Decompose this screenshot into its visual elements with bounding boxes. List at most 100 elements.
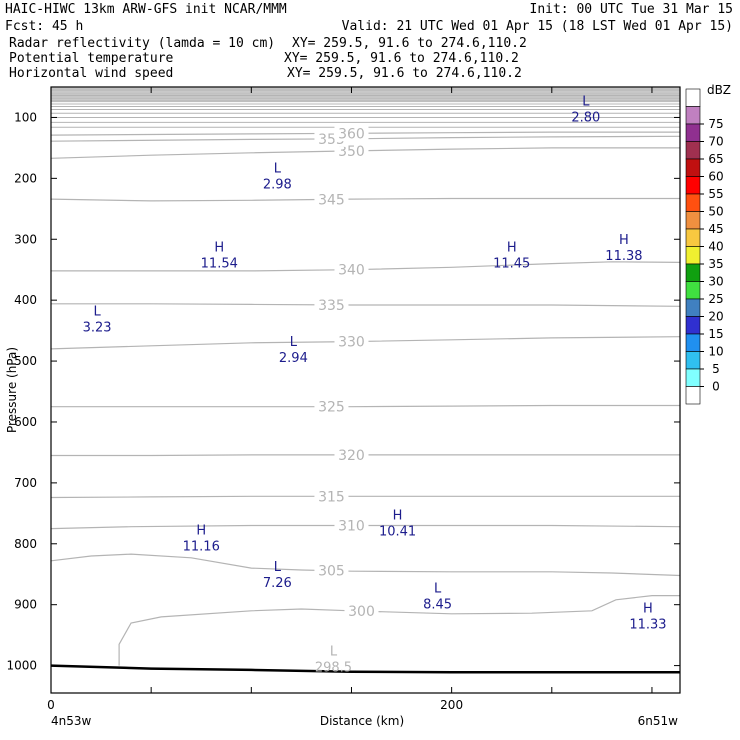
colorbar-segment	[685, 333, 701, 352]
theta-contour-label: 320	[338, 448, 365, 464]
theta-contour-label: 335	[318, 298, 345, 314]
theta-label-bg	[334, 446, 369, 463]
colorbar-segment	[685, 246, 701, 265]
theta-label-bg	[314, 296, 349, 313]
theta-contour-325	[51, 404, 680, 408]
theta-contour-label: 325	[318, 400, 345, 416]
theta-contour-305	[50, 553, 681, 577]
colorbar-label: 45	[708, 222, 723, 236]
theta-contour-label: 345	[318, 192, 345, 208]
theta-contour-345	[50, 197, 680, 202]
x-tick-label: 0	[47, 698, 55, 712]
init-time: Init: 00 UTC Tue 31 Mar 15	[530, 2, 734, 17]
wind-extremum-value: 11.38	[605, 249, 642, 264]
ground-line	[50, 664, 680, 674]
y-tick-label: 800	[14, 537, 37, 551]
colorbar-segment	[685, 176, 701, 195]
theta-label-bg	[344, 603, 379, 620]
theta-label-bg	[334, 261, 369, 278]
colorbar-segment	[685, 351, 701, 370]
y-tick-label: 1000	[6, 659, 37, 673]
theta-label-bg	[334, 333, 369, 350]
theta-contour-label: 340	[338, 263, 365, 279]
field-xy-wind: XY= 259.5, 91.6 to 274.6,110.2	[287, 66, 522, 81]
plot-area: 300305310315320325330335340345350355360L…	[50, 87, 681, 693]
y-tick-label: 500	[14, 354, 37, 368]
y-tick-label: 900	[14, 598, 37, 612]
theta-contour-label: 360	[338, 126, 365, 142]
colorbar-segment	[685, 386, 701, 405]
wind-extremum-value: 10.41	[379, 524, 416, 539]
wind-extremum-marker: L	[434, 582, 442, 597]
theta-label-bg	[314, 562, 349, 579]
wind-extremum-value: 2.94	[279, 351, 308, 366]
y-tick-label: 300	[14, 232, 37, 246]
wind-extremum-value: 3.23	[83, 320, 112, 335]
theta-contour-label: 310	[338, 519, 365, 535]
colorbar-segment	[685, 106, 701, 125]
wind-extremum-marker: L	[93, 304, 101, 319]
colorbar-segment	[685, 141, 701, 160]
colorbar-label: 5	[712, 362, 720, 376]
theta-label-bg	[314, 488, 349, 505]
colorbar-label: 10	[708, 345, 723, 359]
y-tick-label: 600	[14, 415, 37, 429]
upper-theta-bands	[51, 87, 680, 128]
colorbar-label: 0	[712, 380, 720, 394]
theta-contour-360	[50, 131, 680, 136]
colorbar-label: 60	[708, 170, 723, 184]
colorbar-label: 70	[708, 135, 723, 149]
colorbar-label: 50	[708, 205, 723, 219]
y-tick-label: 700	[14, 476, 37, 490]
theta-contour-label: 305	[318, 564, 345, 580]
plot-background	[51, 87, 680, 693]
theta-contours	[50, 131, 681, 666]
model-title: HAIC-HIWC 13km ARW-GFS init NCAR/MMM	[5, 2, 287, 17]
field-name-theta: Potential temperature	[9, 51, 174, 66]
wind-extremum-value: 7.26	[263, 576, 292, 591]
field-xy-theta: XY= 259.5, 91.6 to 274.6,110.2	[284, 51, 519, 66]
plot-frame	[50, 86, 681, 694]
x-axis-label: Distance (km)	[320, 714, 404, 728]
wind-extremum-marker: L	[290, 335, 298, 350]
colorbar-segment	[685, 193, 701, 212]
wind-extremum-value: 11.45	[493, 256, 530, 271]
wind-extremum-marker: H	[214, 240, 224, 255]
wind-extremum-marker: H	[393, 508, 403, 523]
forecast-hour: Fcst: 45 h	[5, 19, 83, 34]
colorbar-label: 75	[708, 117, 723, 131]
wind-extremum-value: 11.54	[201, 256, 238, 271]
y-tick-label: 100	[14, 110, 37, 124]
wind-extremum-marker: H	[196, 524, 206, 539]
wind-extremum-value: 11.16	[183, 540, 220, 555]
field-name-wind: Horizontal wind speed	[9, 66, 173, 81]
colorbar-label: 15	[708, 327, 723, 341]
theta-contour-label: 315	[318, 489, 345, 505]
theta-label-bg	[314, 191, 349, 208]
colorbar-segment	[685, 211, 701, 230]
colorbar-segment	[685, 123, 701, 142]
theta-contour-label: 330	[338, 335, 365, 351]
wind-extremum-marker: L	[274, 560, 282, 575]
wind-extremum-value: 2.98	[263, 177, 292, 192]
colorbar-segment	[685, 263, 701, 282]
theta-extremum-marker: L	[330, 645, 338, 660]
axes: 100 200 300 400 500 600 700 800 900 1000 0 200	[6, 86, 681, 712]
start-location-label: 4n53w	[51, 714, 92, 728]
colorbar-segment	[685, 316, 701, 335]
theta-contour-315	[50, 495, 680, 499]
theta-label-bg	[334, 517, 369, 534]
theta-label-bg	[314, 398, 349, 415]
wind-extremum-marker: L	[582, 94, 590, 109]
wind-extremum-value: 2.80	[571, 110, 600, 125]
y-tick-label: 400	[14, 293, 37, 307]
colorbar-label: 40	[708, 240, 723, 254]
colorbar-label: 20	[708, 310, 723, 324]
theta-label-bg	[334, 142, 369, 159]
colorbar-label: 65	[708, 152, 723, 166]
colorbar-title: dBZ	[707, 83, 731, 97]
y-axis-label: Pressure (hPa)	[5, 347, 19, 433]
colorbar-label: 25	[708, 292, 723, 306]
